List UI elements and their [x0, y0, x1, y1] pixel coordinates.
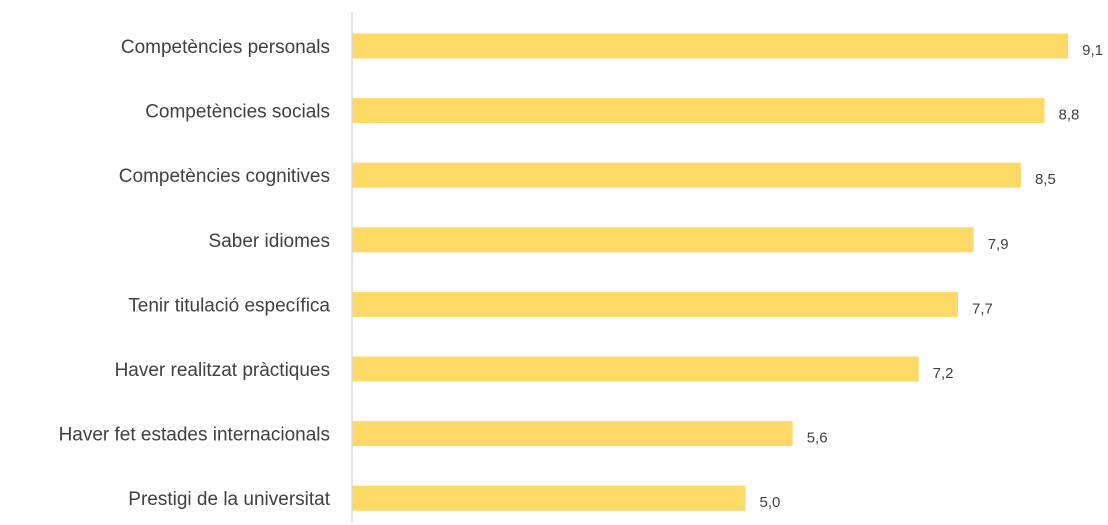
category-label-1: Competències socials	[145, 102, 330, 123]
bar-2	[352, 162, 1021, 188]
value-label-0: 9,1	[1082, 42, 1103, 59]
bar-0	[352, 33, 1069, 59]
category-label-5: Haver realitzat pràctiques	[115, 360, 330, 381]
category-label-3: Saber idiomes	[209, 231, 330, 252]
bar-6	[352, 421, 793, 447]
value-label-2: 8,5	[1035, 171, 1056, 188]
value-label-1: 8,8	[1059, 107, 1080, 124]
value-label-5: 7,2	[933, 365, 954, 382]
bar-1	[352, 98, 1045, 124]
category-label-4: Tenir titulació específica	[128, 295, 330, 316]
bars-layer	[352, 33, 1069, 511]
category-label-6: Haver fet estades internacionals	[59, 425, 330, 446]
category-label-0: Competències personals	[121, 37, 330, 58]
category-label-7: Prestigi de la universitat	[128, 489, 330, 510]
bar-7	[352, 485, 746, 511]
bar-5	[352, 356, 919, 382]
value-label-7: 5,0	[760, 494, 781, 511]
labels-layer: Competències personals 9,1 Competències so…	[59, 37, 1103, 511]
value-label-4: 7,7	[972, 300, 993, 317]
bar-4	[352, 291, 958, 317]
category-label-2: Competències cognitives	[119, 166, 330, 187]
value-label-3: 7,9	[988, 236, 1009, 253]
value-label-6: 5,6	[807, 430, 828, 447]
bar-3	[352, 227, 974, 253]
